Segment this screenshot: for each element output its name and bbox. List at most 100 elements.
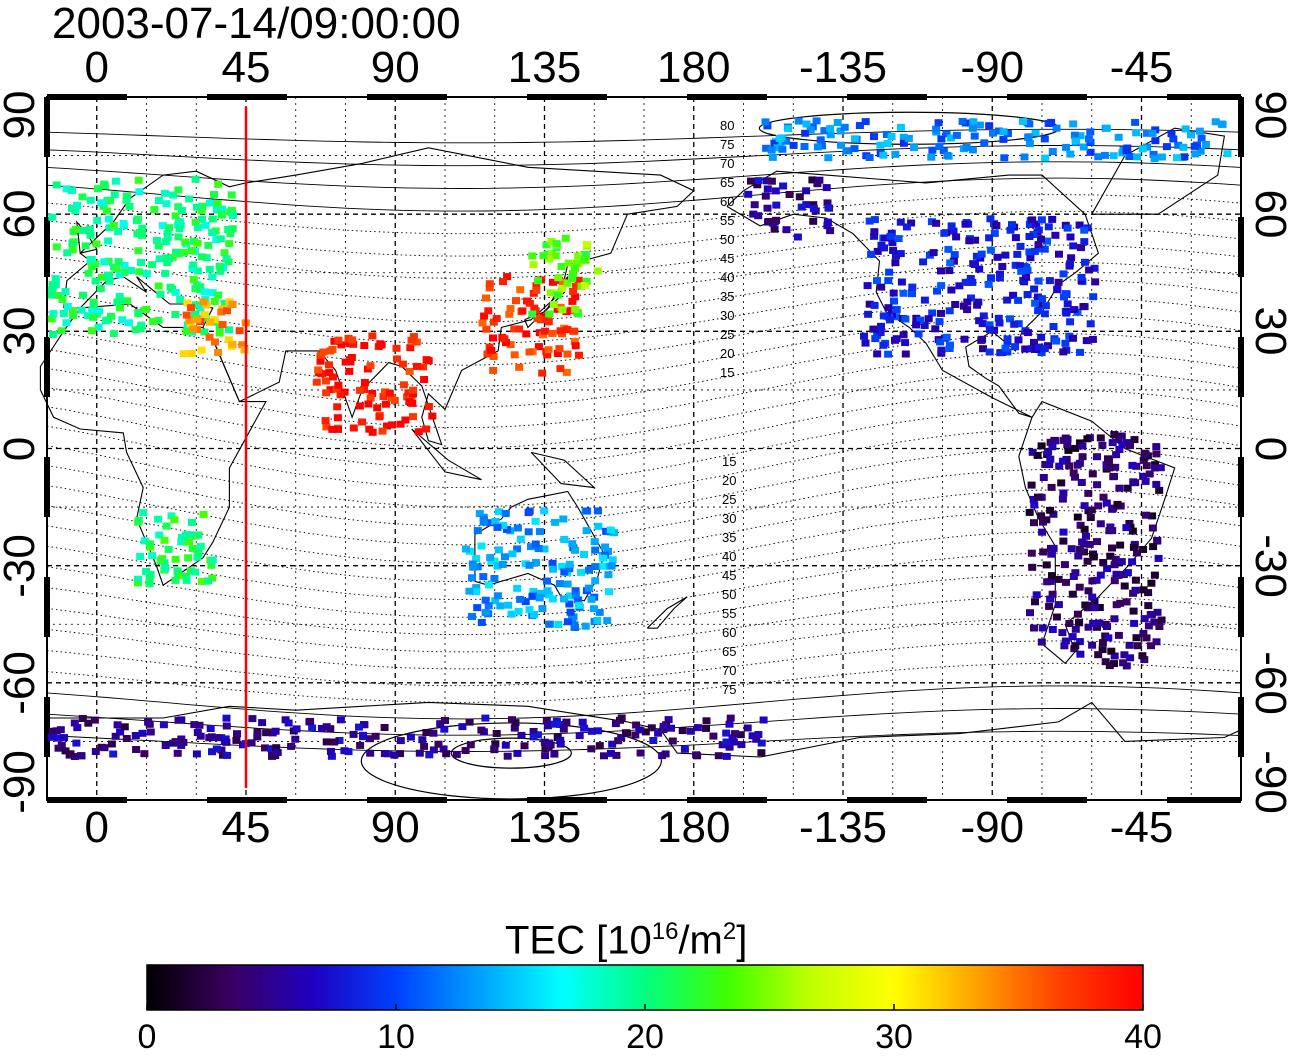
tec-cell: [767, 146, 776, 154]
tec-cell: [1105, 662, 1114, 670]
tec-cell: [61, 288, 70, 295]
tec-cell: [145, 580, 154, 588]
tec-cell: [515, 325, 524, 333]
tec-cell: [535, 528, 544, 536]
tec-cell: [191, 310, 199, 318]
tec-cell: [575, 351, 583, 359]
tec-cell: [813, 180, 822, 188]
tec-cell: [1086, 514, 1095, 521]
tec-cell: [824, 204, 833, 212]
tec-cell: [937, 282, 946, 290]
tec-cell: [272, 744, 281, 752]
tec-cell: [1065, 462, 1074, 470]
tec-cell: [118, 316, 127, 324]
tec-cell: [142, 305, 151, 313]
tec-cell: [140, 537, 149, 545]
tec-cell: [78, 715, 87, 722]
tec-cell: [1062, 309, 1071, 317]
tec-cell: [987, 274, 995, 282]
tec-cell: [284, 719, 293, 727]
tec-cell: [761, 192, 770, 200]
tec-cell: [574, 596, 583, 604]
tec-cell: [553, 350, 562, 357]
tec-cell: [1149, 150, 1158, 158]
tec-cell: [558, 278, 567, 286]
tec-cell: [212, 734, 221, 742]
tec-cell: [880, 234, 889, 242]
tec-cell: [1139, 546, 1148, 553]
tec-cell: [744, 190, 753, 198]
tec-cell: [757, 749, 766, 757]
tec-cell: [574, 252, 583, 260]
tec-cell: [793, 233, 802, 241]
tec-cell: [763, 185, 772, 193]
tec-cell: [1027, 481, 1036, 489]
tec-cell: [562, 718, 571, 726]
tec-cell: [176, 296, 185, 303]
tec-cell: [553, 291, 562, 299]
tec-cell: [428, 412, 437, 420]
tec-cell: [809, 205, 818, 213]
tec-cell: [543, 722, 552, 730]
tec-cell: [505, 310, 514, 318]
tec-cell: [887, 133, 896, 140]
tec-cell: [1041, 154, 1050, 162]
tec-cell: [1040, 345, 1049, 352]
tec-cell: [312, 378, 321, 386]
tec-cell: [899, 133, 908, 141]
tec-cell: [327, 752, 336, 760]
tec-cell: [1197, 134, 1206, 142]
tec-cell: [1035, 245, 1044, 253]
tec-cell: [69, 238, 78, 246]
tec-cell: [198, 253, 206, 261]
colorbar-tick-label: 20: [626, 1018, 664, 1056]
tec-cell: [1191, 150, 1200, 158]
tec-cell: [1140, 656, 1149, 664]
tec-cell: [1151, 137, 1160, 145]
tec-cell: [109, 750, 118, 758]
tec-cell: [944, 245, 953, 253]
tec-cell: [52, 181, 61, 189]
tec-cell: [70, 719, 79, 727]
tec-cell: [261, 744, 269, 752]
tec-cell: [1099, 559, 1108, 566]
tec-cell: [532, 559, 540, 566]
tec-cell: [778, 145, 787, 153]
tec-cell: [599, 554, 608, 562]
tec-cell: [935, 318, 944, 326]
tec-cell: [546, 289, 555, 297]
tec-cell: [606, 526, 615, 534]
tec-cell: [429, 729, 438, 737]
tec-cell: [1094, 502, 1103, 510]
tec-cell: [582, 527, 591, 535]
tec-cell: [1093, 453, 1101, 461]
tec-cell: [104, 271, 112, 279]
tec-cell: [587, 745, 596, 753]
tec-cell: [552, 240, 561, 248]
tec-cell: [484, 581, 493, 589]
tec-cell: [406, 344, 415, 352]
tec-cell: [355, 402, 364, 410]
longitude-tick-label: 180: [657, 803, 731, 852]
tec-cell: [554, 621, 563, 628]
tec-cell: [1167, 130, 1176, 138]
tec-cell: [452, 750, 461, 758]
tec-cell: [340, 747, 349, 755]
tec-cell: [162, 200, 171, 208]
tec-cell: [920, 322, 929, 329]
tec-cell: [773, 144, 782, 152]
tec-cell: [532, 286, 541, 294]
tec-cell: [1201, 141, 1210, 148]
tec-cell: [1054, 601, 1063, 609]
tec-cell: [544, 346, 553, 354]
tec-cell: [253, 733, 262, 741]
tec-cell: [134, 176, 143, 184]
tec-cell: [227, 191, 236, 199]
tec-cell: [587, 595, 596, 603]
tec-cell: [1086, 320, 1095, 328]
tec-cell: [993, 253, 1002, 261]
tec-cell: [171, 738, 180, 746]
tec-cell: [842, 147, 851, 155]
tec-cell: [174, 203, 183, 211]
tec-cell: [142, 567, 150, 575]
